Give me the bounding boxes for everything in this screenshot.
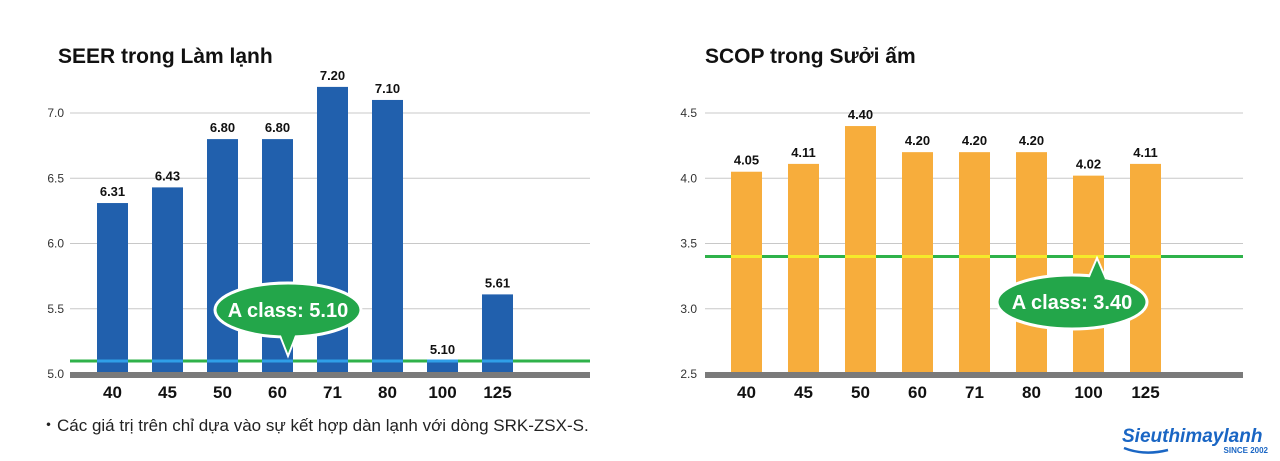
data-label: 6.80 [210,120,235,135]
x-tick-label: 45 [794,383,813,402]
data-label: 7.20 [320,68,345,83]
data-label: 5.61 [485,275,510,290]
data-label: 4.02 [1076,157,1101,172]
bar-50 [845,126,876,374]
x-tick-label: 100 [428,383,456,402]
x-tick-label: 71 [965,383,984,402]
y-tick-label: 6.5 [47,171,64,185]
y-tick-label: 3.0 [680,302,697,316]
y-tick-label: 4.0 [680,171,697,185]
data-label: 4.40 [848,107,873,122]
bar-100 [427,360,458,374]
x-tick-label: 40 [737,383,756,402]
y-tick-label: 4.5 [680,106,697,120]
bar-50 [207,139,238,374]
data-label: 4.20 [905,133,930,148]
a-class-label: A class: 3.40 [1012,292,1132,314]
bar-60 [902,152,933,374]
data-label: 4.11 [791,145,816,160]
bar-40 [731,171,762,374]
bar-40 [97,203,128,374]
data-label: 4.11 [1133,145,1158,160]
footnote: ・Các giá trị trên chỉ dựa vào sự kết hợp… [40,416,589,435]
x-tick-label: 100 [1074,383,1102,402]
x-tick-label: 45 [158,383,177,402]
y-tick-label: 2.5 [680,367,697,381]
data-label: 6.31 [100,184,125,199]
data-label: 4.20 [962,133,987,148]
bar-71 [959,152,990,374]
x-tick-label: 60 [268,383,287,402]
data-label: 4.20 [1019,133,1044,148]
chart-2: SCOP trong Sưởi ấm 2.5 3.0 3.5 4.0 4.5 4.05 40 4… [680,45,1243,402]
a-class-callout-pointer-fill [280,333,296,353]
x-axis-baseline [705,372,1243,378]
y-tick-label: 7.0 [47,106,64,120]
y-tick-label: 5.0 [47,367,64,381]
logo-swoosh [1123,446,1169,454]
bar-125 [1130,163,1161,374]
data-label: 7.10 [375,81,400,96]
x-tick-label: 60 [908,383,927,402]
a-class-callout [995,273,1149,331]
y-tick-label: 6.0 [47,237,64,251]
data-label: 6.80 [265,120,290,135]
x-tick-label: 40 [103,383,122,402]
a-class-callout-pointer-fill [1089,261,1105,279]
x-tick-label: 80 [1022,383,1041,402]
logo-name: Sieuthimaylanh [1122,426,1262,447]
bar-45 [152,187,183,374]
y-tick-label: 3.5 [680,237,697,251]
bar-80 [1016,152,1047,374]
logo-tagline: SINCE 2002 [1224,446,1269,455]
a-class-label: A class: 5.10 [228,300,348,322]
chart-title: SEER trong Làm lạnh [58,45,273,68]
x-tick-label: 80 [378,383,397,402]
x-tick-label: 125 [1131,383,1159,402]
x-tick-label: 125 [483,383,511,402]
chart-title: SCOP trong Sưởi ấm [705,45,916,68]
data-label: 4.05 [734,153,759,168]
data-label: 6.43 [155,168,180,183]
y-tick-label: 5.5 [47,302,64,316]
x-tick-label: 50 [851,383,870,402]
x-tick-label: 50 [213,383,232,402]
bar-45 [788,163,819,374]
x-tick-label: 71 [323,383,342,402]
brand-logo: Sieuthimaylanh SINCE 2002 [1122,426,1269,455]
x-axis-baseline [70,372,590,378]
bar-80 [372,99,403,374]
data-label: 5.10 [430,342,455,357]
chart-1: SEER trong Làm lạnh 5.0 5.5 6.0 6.5 7.0 6.31 40… [47,45,590,402]
